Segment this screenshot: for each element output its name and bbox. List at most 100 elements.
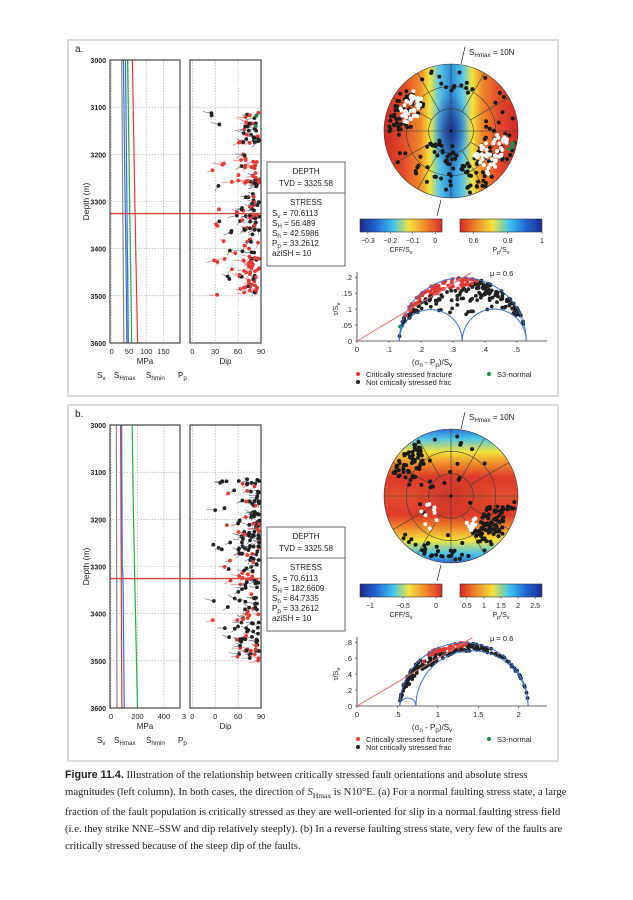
fracture-dip-point bbox=[249, 489, 253, 494]
pole-point bbox=[480, 536, 485, 541]
pole-point bbox=[417, 445, 422, 450]
x-axis-label: (σn - Pp)/Sv bbox=[412, 723, 453, 734]
pole-point bbox=[463, 170, 468, 175]
noncritical-fracture-point bbox=[457, 292, 462, 297]
critical-pole-point bbox=[481, 163, 486, 168]
stress-value-sub: H bbox=[277, 588, 282, 595]
track-frame bbox=[109, 424, 181, 709]
y-axis-label: τ/Sv bbox=[331, 302, 342, 315]
x-tick-label: 60 bbox=[234, 347, 242, 356]
legend-shmin-main: S bbox=[146, 371, 151, 380]
fracture-dip-point bbox=[252, 652, 257, 657]
fracture-dip-point bbox=[240, 218, 245, 223]
x-axis-label: Dip bbox=[219, 357, 232, 366]
pole-point bbox=[413, 542, 418, 547]
fracture-dip-point bbox=[253, 481, 258, 486]
pole-point bbox=[500, 505, 505, 510]
stress-title: STRESS bbox=[290, 198, 322, 207]
fracture-dip-point bbox=[254, 496, 259, 500]
critical-pole-point bbox=[398, 106, 403, 111]
pole-point bbox=[404, 463, 409, 468]
fracture-dip-point bbox=[242, 568, 247, 573]
critical-pole-point bbox=[423, 513, 428, 518]
fracture-dip-point bbox=[217, 122, 222, 127]
pole-point bbox=[512, 500, 517, 505]
stress-value-main: S bbox=[272, 219, 277, 228]
fracture-dip-point bbox=[225, 523, 229, 528]
fracture-dip-point bbox=[257, 540, 262, 545]
x-tick-label: 1 bbox=[436, 710, 440, 719]
x-tick-label: .5 bbox=[514, 345, 520, 354]
fracture-dip-point bbox=[244, 626, 249, 631]
pole-point bbox=[508, 153, 513, 158]
fracture-dip-point bbox=[228, 558, 232, 563]
fracture-dip-point bbox=[247, 141, 252, 145]
noncritical-fracture-point bbox=[445, 290, 449, 294]
caption-text-1: Illustration of the relationship between… bbox=[65, 769, 528, 798]
stress-value-rest: = 70.6113 bbox=[280, 209, 318, 218]
fracture-dip-point bbox=[236, 624, 240, 629]
fracture-dip-point bbox=[256, 228, 261, 233]
critical-fracture-point bbox=[456, 286, 460, 291]
critical-fracture-point bbox=[464, 277, 469, 282]
pole-point bbox=[432, 150, 437, 155]
pole-point bbox=[393, 108, 398, 113]
fracture-dip-point bbox=[248, 113, 252, 118]
stress-value-main: S bbox=[272, 584, 277, 593]
critical-pole-point bbox=[498, 145, 503, 150]
colorbar-label-main: P bbox=[492, 247, 497, 254]
stereonet-grid-spoke bbox=[461, 72, 485, 112]
pole-point bbox=[496, 120, 501, 125]
noncritical-fracture-point bbox=[450, 306, 455, 311]
noncritical-fracture-point bbox=[459, 647, 464, 652]
stress-value-sub: v bbox=[277, 213, 281, 220]
x-tick-label: 400 bbox=[158, 712, 171, 721]
noncritical-fracture-point bbox=[428, 304, 433, 309]
x-tick-label: 1.5 bbox=[473, 710, 483, 719]
fracture-dip-point bbox=[256, 612, 261, 617]
legend-sv-sub: v bbox=[102, 375, 106, 382]
fracture-dip-point bbox=[253, 220, 258, 225]
critical-pole-point bbox=[473, 522, 478, 527]
mohr-diagram: 0.1.2.3.4.50.05.1.15.2(σn - Pp)/Svτ/Svμ … bbox=[331, 269, 547, 369]
pole-point bbox=[465, 161, 470, 166]
pole-point bbox=[450, 144, 455, 149]
pole-point bbox=[401, 536, 406, 541]
fracture-dip-point bbox=[253, 283, 257, 288]
pole-point bbox=[444, 187, 449, 192]
shmax-arrow-icon bbox=[460, 46, 466, 65]
noncritical-fracture-point bbox=[453, 648, 458, 652]
colorbar-label: Pp/Sv bbox=[492, 612, 509, 621]
stress-value-rest: = 84.7335 bbox=[281, 594, 320, 603]
legend-shmin-main: S bbox=[146, 736, 151, 745]
stereonet-grid-spoke bbox=[470, 462, 510, 486]
pole-point bbox=[404, 94, 409, 99]
pole-point bbox=[501, 95, 506, 100]
fracture-dip-point bbox=[224, 479, 229, 484]
x-axis-label-main: (σ bbox=[412, 723, 420, 732]
fracture-dip-point bbox=[251, 277, 256, 281]
fracture-dip-point bbox=[238, 286, 243, 291]
x-axis-label: MPa bbox=[137, 357, 154, 366]
pole-point bbox=[425, 144, 430, 149]
critical-pole-point bbox=[411, 107, 416, 112]
fracture-dip-point bbox=[241, 617, 246, 621]
noncritical-fracture-point bbox=[498, 653, 502, 658]
pole-point bbox=[407, 482, 412, 487]
fracture-dip-point bbox=[225, 605, 230, 609]
pole-point bbox=[453, 557, 458, 562]
y-axis-label-main: τ/S bbox=[331, 670, 340, 680]
fracture-dip-point bbox=[240, 498, 245, 503]
fracture-dip-point bbox=[253, 171, 258, 175]
pole-point bbox=[412, 446, 417, 451]
panel-frame bbox=[67, 404, 559, 762]
shmax-direction-label-main: S bbox=[469, 413, 474, 422]
fracture-dip-point bbox=[211, 542, 216, 547]
fracture-dip-point bbox=[255, 607, 259, 612]
legend-shmin-sub: hmin bbox=[151, 740, 165, 747]
fracture-dip-point bbox=[230, 267, 234, 272]
x-axis-label-tail: )/S bbox=[439, 723, 449, 732]
shmax-direction-label-rest: = 10N bbox=[491, 48, 515, 57]
fracture-dip-point bbox=[222, 564, 227, 569]
fracture-dip-point bbox=[256, 240, 260, 245]
